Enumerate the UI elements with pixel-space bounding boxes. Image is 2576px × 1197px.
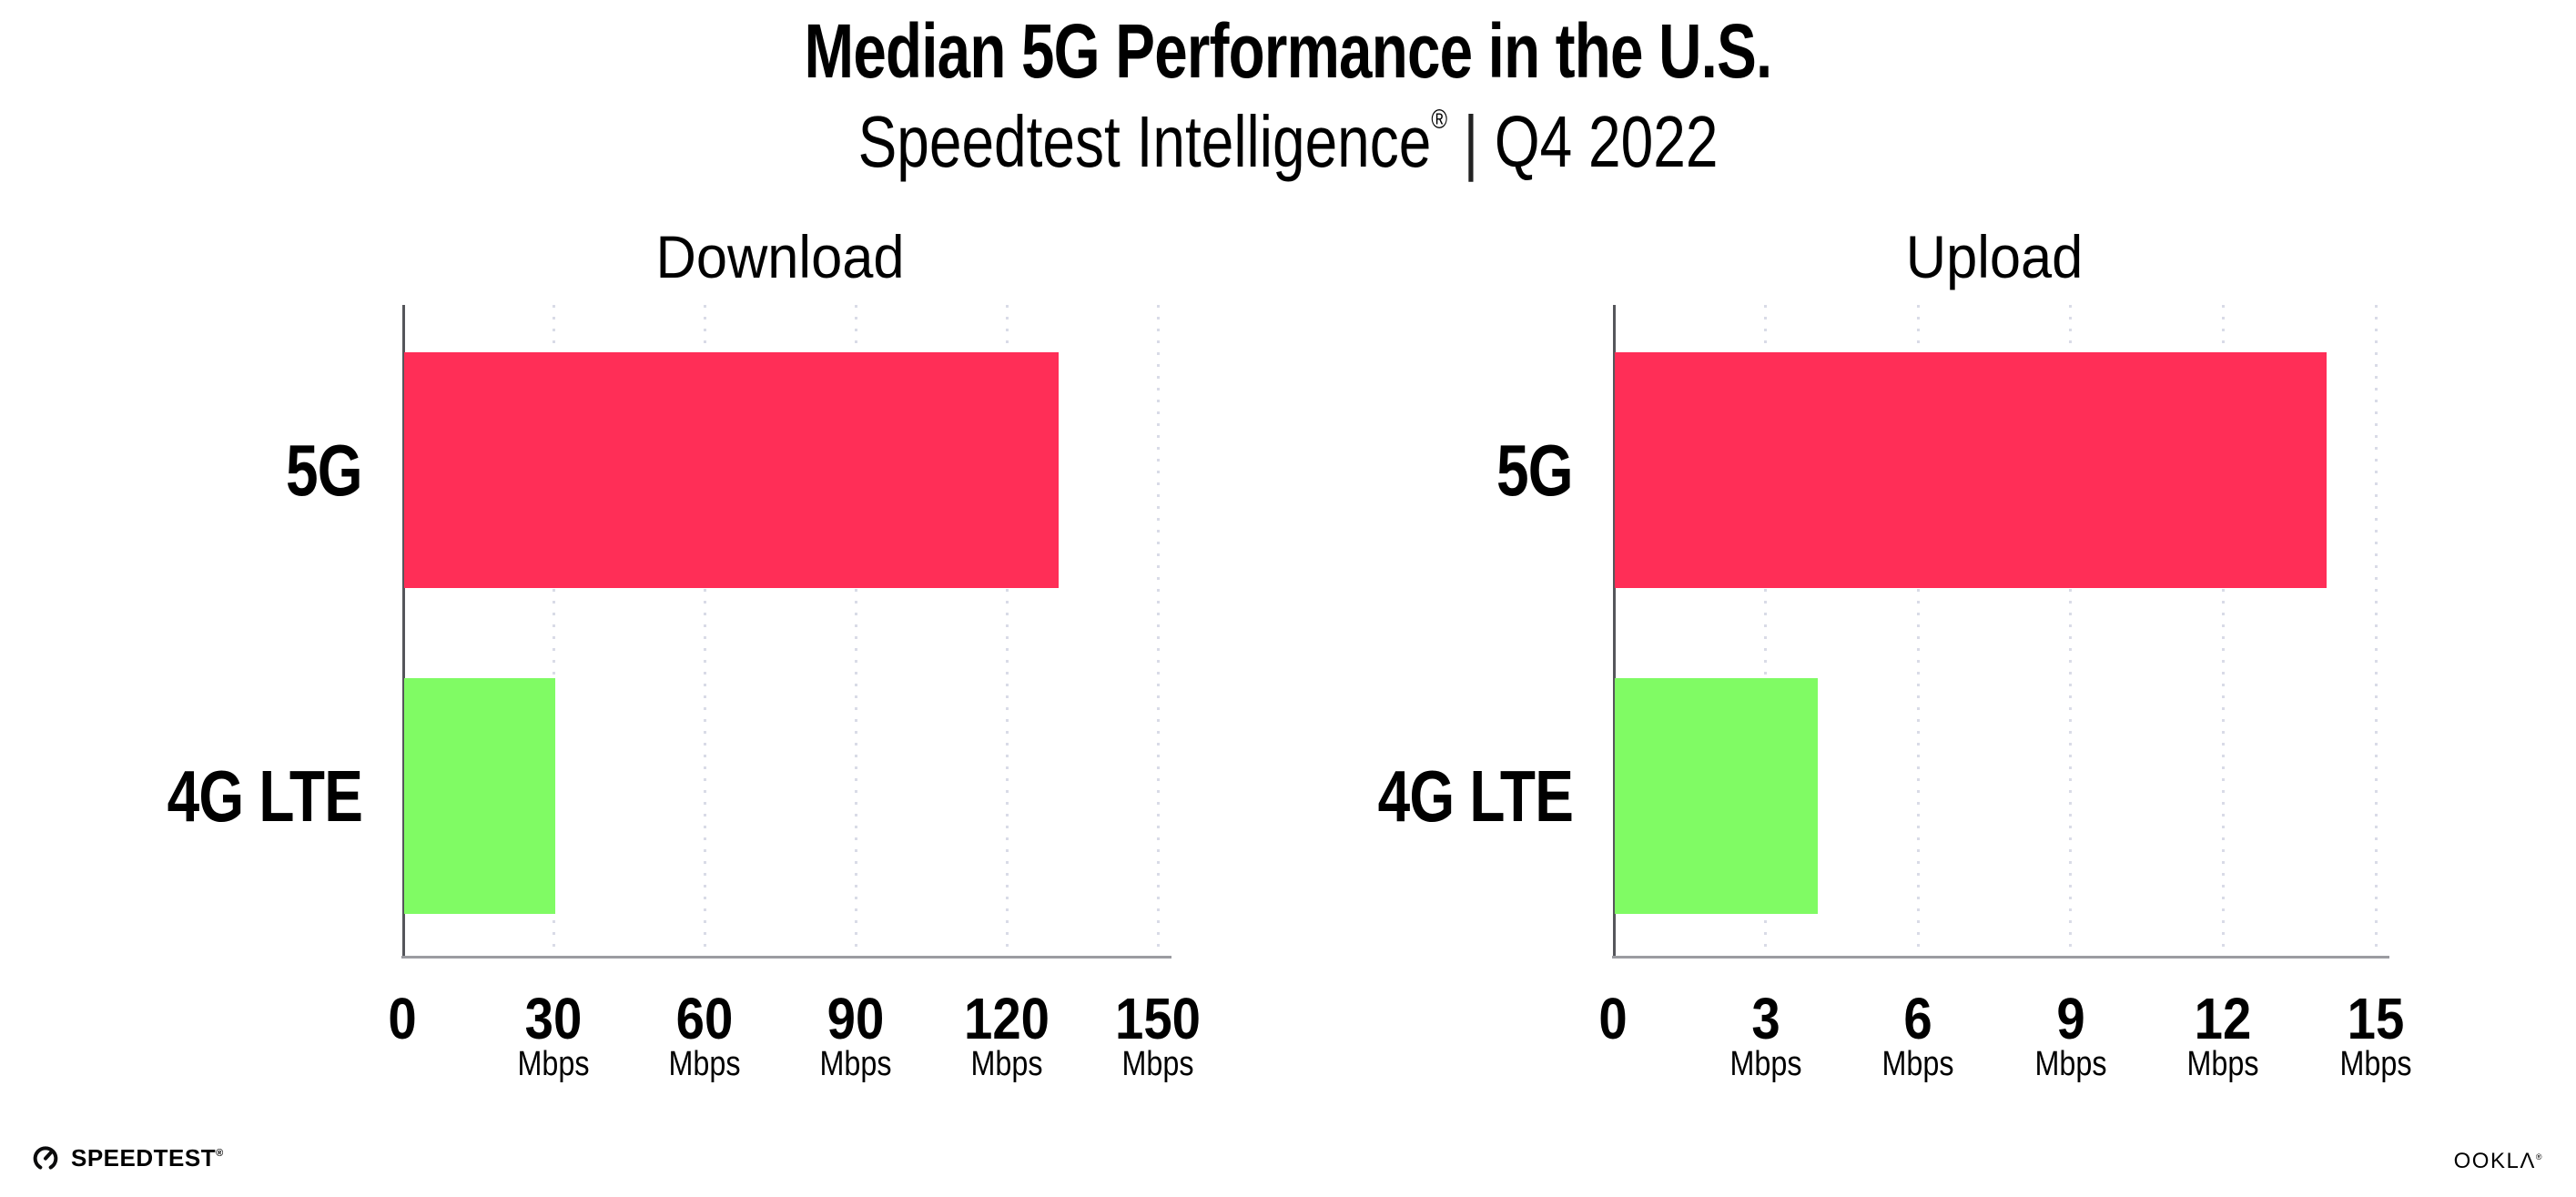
x-tick-label-30: 30 xyxy=(524,986,583,1051)
y-axis-line xyxy=(1613,305,1616,958)
x-tick-unit-label: Mbps xyxy=(2339,1045,2412,1083)
x-tick-label-90: 90 xyxy=(827,986,885,1051)
x-tick-label-12: 12 xyxy=(2195,986,2252,1051)
upload-5g-bar xyxy=(1615,352,2328,588)
gridline-30-mbps xyxy=(552,305,555,958)
registered-trademark-icon: ® xyxy=(1431,105,1448,135)
category-label-5g: 5G xyxy=(1496,429,1574,511)
y-axis-line xyxy=(402,305,405,958)
upload-4g-lte-bar xyxy=(1615,678,1819,914)
x-tick-label-0: 0 xyxy=(388,986,417,1051)
gridline-60-mbps xyxy=(703,305,706,958)
download-chart-title: Download xyxy=(655,223,905,290)
gridline-90-mbps xyxy=(854,305,857,958)
x-axis-line xyxy=(1612,956,2389,959)
x-tick-unit-label: Mbps xyxy=(2034,1045,2107,1083)
gridline-6-mbps xyxy=(1916,305,1920,958)
x-tick-unit-label: Mbps xyxy=(819,1045,892,1083)
speedtest-wordmark: SPEEDTEST® xyxy=(71,1144,224,1172)
gridline-9-mbps xyxy=(2069,305,2073,958)
x-tick-label-0: 0 xyxy=(1598,986,1628,1051)
x-tick-unit-label: Mbps xyxy=(1121,1045,1194,1083)
x-tick-unit-label: Mbps xyxy=(1881,1045,1954,1083)
category-label-4g-lte: 4G LTE xyxy=(1377,755,1574,837)
download-chart: 5G 4G LTE 0 30 Mbps 60 Mbps 90 Mbps 120 Mbps 150 Mbp… xyxy=(167,305,1201,1083)
category-label-4g-lte: 4G LTE xyxy=(167,755,363,837)
x-tick-label-60: 60 xyxy=(675,986,734,1051)
x-tick-label-9: 9 xyxy=(2056,986,2085,1051)
x-tick-label-15: 15 xyxy=(2347,986,2405,1051)
gridline-150-mbps xyxy=(1156,305,1160,958)
page-subtitle: Speedtest Intelligence® | Q4 2022 xyxy=(258,100,2318,184)
x-tick-unit-label: Mbps xyxy=(1729,1045,1802,1083)
gridline-15-mbps xyxy=(2374,305,2378,958)
x-tick-label-120: 120 xyxy=(964,986,1050,1051)
x-tick-unit-label: Mbps xyxy=(970,1045,1043,1083)
speedtest-gauge-icon xyxy=(33,1146,58,1171)
upload-chart: 5G 4G LTE 0 3 Mbps 6 Mbps 9 Mbps 12 Mbps 15 Mbps xyxy=(1378,305,2411,1083)
x-axis-line xyxy=(401,956,1171,959)
gridline-3-mbps xyxy=(1764,305,1768,958)
x-tick-label-6: 6 xyxy=(1903,986,1932,1051)
ookla-trademark-icon: ® xyxy=(2535,1152,2543,1161)
x-tick-unit-label: Mbps xyxy=(517,1045,590,1083)
download-5g-bar xyxy=(404,352,1060,588)
ookla-logo: OOKLΛ® xyxy=(2454,1149,2543,1174)
x-tick-label-3: 3 xyxy=(1750,986,1780,1051)
x-tick-unit-label: Mbps xyxy=(668,1045,741,1083)
speedtest-trademark-icon: ® xyxy=(216,1147,224,1159)
speedtest-label: SPEEDTEST xyxy=(71,1143,217,1172)
subtitle-period: Q4 2022 xyxy=(1494,101,1719,182)
speedtest-logo: SPEEDTEST® xyxy=(31,1143,224,1172)
gridline-12-mbps xyxy=(2221,305,2225,958)
upload-chart-title: Upload xyxy=(1905,223,2084,290)
subtitle-brand: Speedtest Intelligence xyxy=(857,101,1432,182)
ookla-label: OOKLΛ xyxy=(2453,1149,2536,1173)
gridline-120-mbps xyxy=(1005,305,1009,958)
page-title: Median 5G Performance in the U.S. xyxy=(804,8,1773,94)
category-label-5g: 5G xyxy=(286,429,363,511)
download-4g-lte-bar xyxy=(404,678,555,914)
x-tick-unit-label: Mbps xyxy=(2186,1045,2259,1083)
subtitle-separator: | xyxy=(1463,101,1479,182)
x-tick-label-150: 150 xyxy=(1115,986,1201,1051)
